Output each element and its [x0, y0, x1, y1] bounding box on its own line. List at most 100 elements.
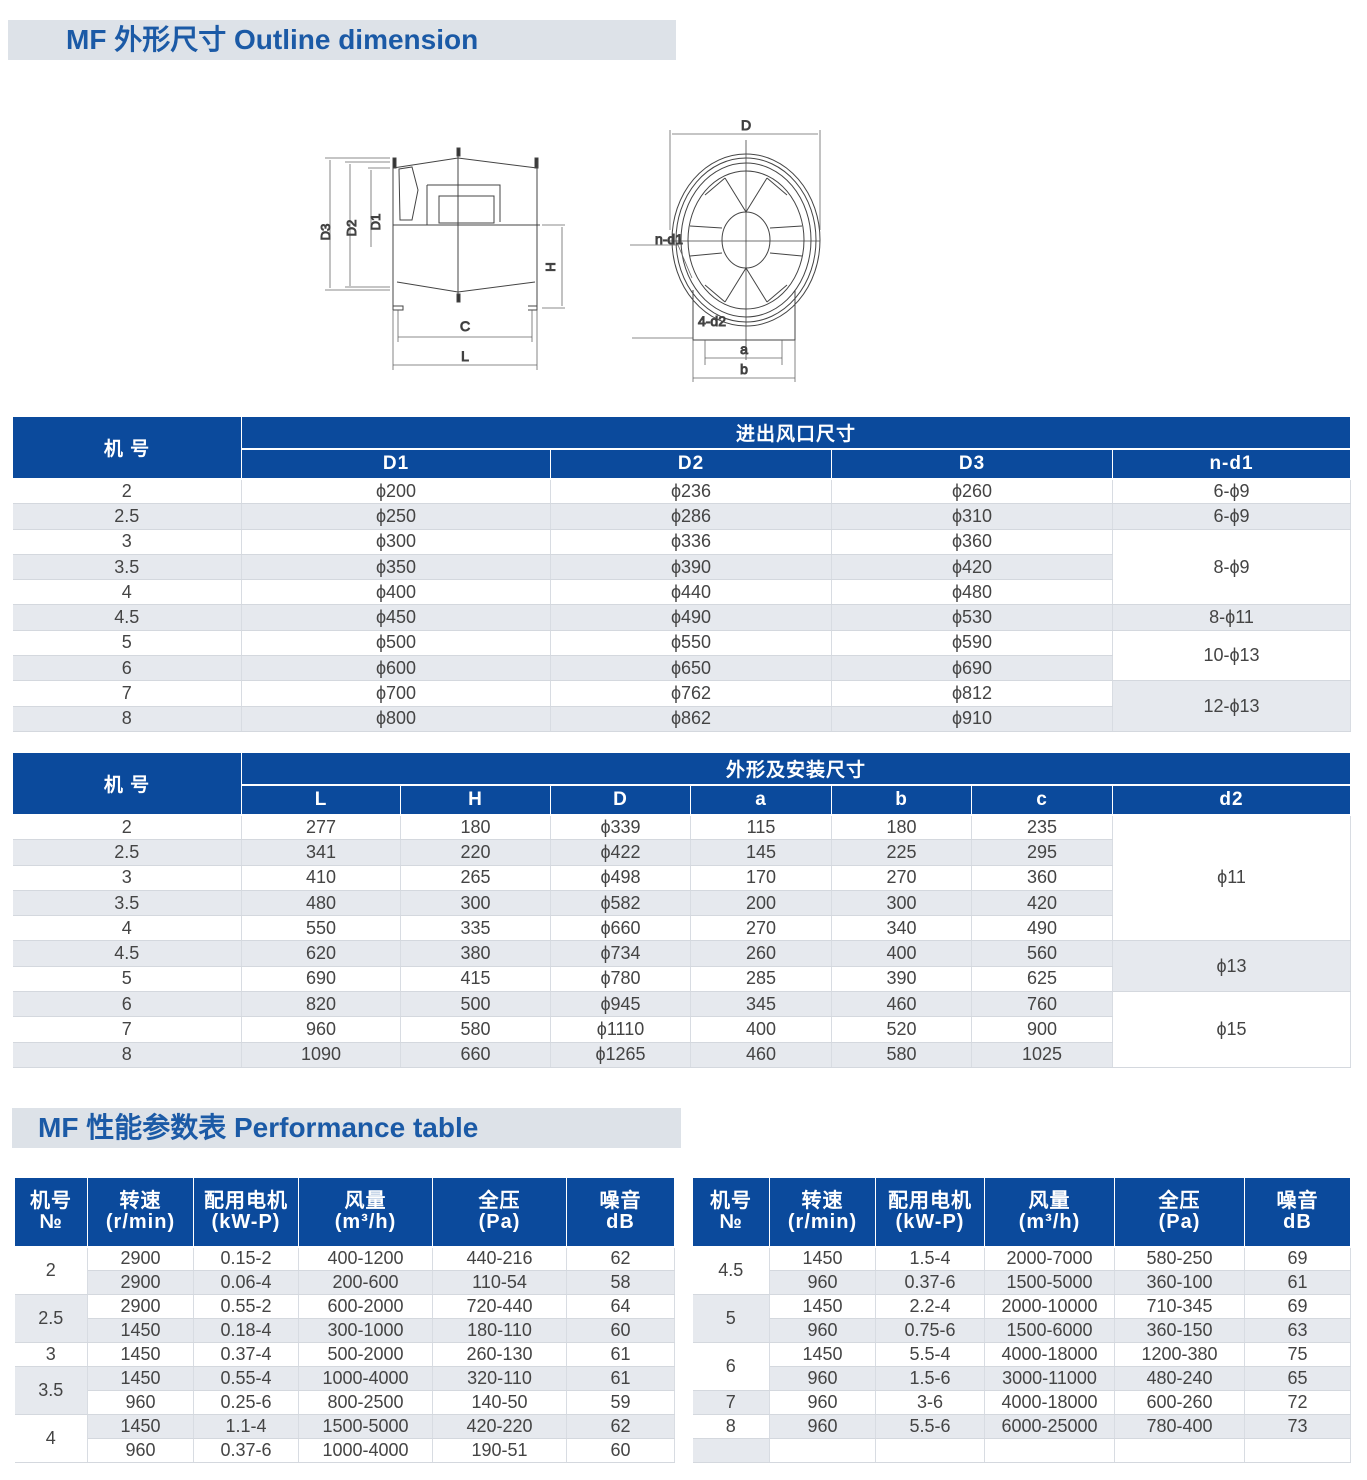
- value-cell: ϕ945: [550, 991, 691, 1018]
- value-cell: 550: [241, 915, 401, 942]
- value-cell: 1450: [769, 1342, 876, 1367]
- value-cell: 960: [769, 1270, 876, 1295]
- table-row: 960 0.37-6 1000-4000 190-51 60: [15, 1438, 675, 1463]
- machine-no-cell: 3: [14, 1342, 88, 1367]
- machine-no-cell: 4: [14, 1414, 88, 1463]
- machine-no-cell: 3: [12, 865, 242, 891]
- machine-no-cell: 4.5: [12, 940, 242, 967]
- value-cell: 5.5-6: [875, 1414, 985, 1439]
- header-label-zh: 噪音: [599, 1189, 642, 1212]
- machine-no-cell: 5: [692, 1294, 770, 1343]
- label-d3: D3: [318, 224, 333, 241]
- machine-no-cell: 8: [12, 706, 242, 732]
- header-cell: 机号 №: [692, 1177, 770, 1248]
- value-cell: 170: [690, 865, 832, 891]
- value-cell: 0.75-6: [875, 1318, 985, 1343]
- machine-no-cell: 4: [12, 915, 242, 942]
- machine-no-cell: 2.5: [12, 839, 242, 866]
- value-cell: 415: [400, 966, 551, 993]
- value-cell: 4000-18000: [984, 1342, 1115, 1367]
- value-cell: 580: [400, 1016, 551, 1043]
- header-label-zh: 配用电机: [888, 1189, 972, 1212]
- column-header-a: a: [690, 784, 832, 816]
- header-label-unit: (Pa): [1158, 1210, 1201, 1233]
- value-cell: 6000-25000: [984, 1414, 1115, 1439]
- value-cell: [769, 1438, 876, 1463]
- value-cell: ϕ600: [241, 655, 551, 682]
- header-label-unit: №: [719, 1210, 743, 1233]
- table-row: 4.5 1450 1.5-4 2000-7000 580-250 69: [692, 1246, 1351, 1295]
- header-row: 机 号进出风口尺寸: [12, 416, 1352, 480]
- value-cell: 2.2-4: [875, 1294, 985, 1319]
- label-d2: D2: [344, 220, 359, 237]
- machine-no-cell: 3.5: [14, 1366, 88, 1415]
- value-cell: 520: [831, 1016, 972, 1043]
- header-label-zh: 噪音: [1276, 1189, 1319, 1212]
- value-cell: 270: [831, 865, 972, 891]
- merged-cell: 10-ϕ13: [1112, 630, 1352, 682]
- table-row: 4.5 ϕ450 ϕ490 ϕ530 8-ϕ11: [12, 604, 1352, 631]
- value-cell: ϕ336: [550, 529, 832, 555]
- merged-cell: 8-ϕ9: [1112, 529, 1352, 606]
- value-cell: 560: [971, 940, 1113, 967]
- value-cell: 265: [400, 865, 551, 891]
- value-cell: ϕ260: [831, 478, 1113, 505]
- table-row: 2 2900 0.15-2 400-1200 440-216 62: [14, 1246, 675, 1295]
- label-c: C: [460, 318, 470, 334]
- performance-title-text: MF 性能参数表 Performance table: [38, 1112, 479, 1143]
- value-cell: 1200-380: [1114, 1342, 1245, 1367]
- value-cell: 1000-4000: [298, 1438, 433, 1463]
- value-cell: 960: [769, 1366, 876, 1391]
- merged-cell: ϕ11: [1112, 814, 1352, 942]
- value-cell: 960: [87, 1390, 194, 1415]
- machine-no-cell: 5: [12, 966, 242, 993]
- value-cell: ϕ862: [550, 706, 832, 732]
- value-cell: 660: [400, 1042, 551, 1068]
- table-row: 3.5 480 300 ϕ582 200 300 420: [12, 890, 1351, 917]
- value-cell: 600-2000: [298, 1294, 433, 1319]
- value-cell: 2000-7000: [984, 1246, 1115, 1271]
- performance-title: MF 性能参数表 Performance table: [12, 1108, 681, 1148]
- value-cell: 295: [971, 839, 1113, 866]
- header-label-unit: (m³/h): [1018, 1210, 1081, 1233]
- label-a-dim: a: [740, 341, 748, 357]
- machine-no-cell: 2: [12, 478, 242, 505]
- value-cell: 780-400: [1114, 1414, 1245, 1439]
- table-row: 5 690 415 ϕ780 285 390 625: [12, 966, 1351, 993]
- group-header: 进出风口尺寸: [240, 416, 1352, 450]
- table-row: 4 550 335 ϕ660 270 340 490: [12, 915, 1351, 942]
- value-cell: 62: [566, 1414, 675, 1439]
- fan-outline-drawing: D3 D2 D1 H H C L D n-d1 4-d2 a: [318, 117, 821, 382]
- machine-no-cell: 6: [692, 1342, 770, 1391]
- value-cell: 277: [241, 814, 401, 841]
- value-cell: ϕ310: [831, 503, 1113, 530]
- value-cell: 500-2000: [298, 1342, 433, 1367]
- value-cell: 600-260: [1114, 1390, 1245, 1415]
- machine-no-header: 机 号: [12, 416, 242, 480]
- inlet-dimension-table: 机 号进出风口尺寸 D1 D2 D3 n-d1 2 ϕ200 ϕ236 ϕ260 6-ϕ9 2.5 ϕ…: [12, 416, 1352, 732]
- column-header-c: c: [971, 784, 1113, 816]
- value-cell: 1500-6000: [984, 1318, 1115, 1343]
- value-cell: 200: [690, 890, 832, 917]
- table-row: 5 ϕ500 ϕ550 ϕ590 10-ϕ13: [12, 630, 1352, 682]
- value-cell: 0.37-4: [193, 1342, 299, 1367]
- table-row: 960 0.37-6 1500-5000 360-100 61: [693, 1270, 1351, 1295]
- machine-no-cell: 8: [692, 1414, 770, 1439]
- header-cell: 配用电机 (kW-P): [193, 1177, 299, 1248]
- value-cell: ϕ480: [831, 579, 1113, 606]
- table-row: [692, 1438, 1351, 1463]
- table-row: 960 1.5-6 3000-11000 480-240 65: [693, 1366, 1351, 1391]
- table-row: 5 1450 2.2-4 2000-10000 710-345 69: [692, 1294, 1351, 1343]
- value-cell: 61: [566, 1366, 675, 1391]
- value-cell: ϕ300: [241, 529, 551, 555]
- value-cell: ϕ650: [550, 655, 832, 682]
- value-cell: ϕ734: [550, 940, 691, 967]
- header-label-unit: (r/min): [105, 1210, 176, 1233]
- machine-no-cell: [692, 1438, 770, 1463]
- header-label-unit: dB: [606, 1210, 635, 1233]
- column-header-b: b: [831, 784, 972, 816]
- value-cell: [1114, 1438, 1245, 1463]
- table-row: 2.5 341 220 ϕ422 145 225 295: [12, 839, 1351, 866]
- table-row: 4 ϕ400 ϕ440 ϕ480: [12, 579, 1351, 606]
- value-cell: 1090: [241, 1042, 401, 1068]
